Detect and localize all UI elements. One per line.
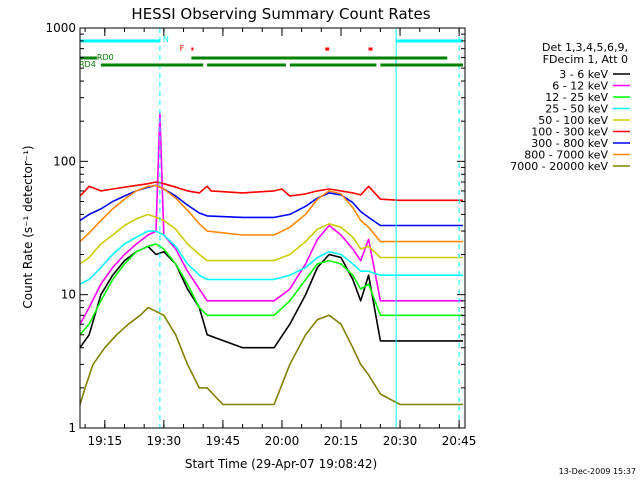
annotation-label-f: F bbox=[180, 44, 185, 53]
x-tick-label-4: 20:15 bbox=[324, 434, 359, 448]
legend-label-7: 800 - 7000 keV bbox=[524, 149, 608, 162]
plot-frame bbox=[79, 27, 466, 429]
x-tick-label-3: 20:00 bbox=[265, 434, 300, 448]
legend-label-1: 6 - 12 keV bbox=[552, 80, 608, 93]
series-line-6 bbox=[79, 184, 463, 227]
series-line-3 bbox=[79, 230, 463, 285]
x-axis-label: Start Time (29-Apr-07 19:08:42) bbox=[185, 457, 377, 471]
chart-title: HESSI Observing Summary Count Rates bbox=[131, 5, 430, 23]
y-tick-label-0: 1 bbox=[68, 421, 76, 435]
y-tick-label-1: 10 bbox=[61, 288, 76, 302]
y-axis-label: Count Rate (s⁻¹ detector⁻¹) bbox=[21, 145, 35, 308]
legend-label-2: 12 - 25 keV bbox=[545, 91, 608, 104]
x-tick-label-0: 19:15 bbox=[88, 434, 123, 448]
annotation-label-n: N bbox=[163, 35, 169, 44]
y-tick-label-3: 1000 bbox=[45, 21, 76, 35]
legend-header-line-0: Det 1,3,4,5,6,9, bbox=[542, 41, 628, 54]
legend-label-0: 3 - 6 keV bbox=[559, 68, 608, 81]
series-line-0 bbox=[79, 245, 463, 349]
annotation-label-rd0: RD0 bbox=[97, 53, 114, 62]
series-line-5 bbox=[79, 181, 463, 202]
legend-label-8: 7000 - 20000 keV bbox=[510, 160, 608, 173]
annotation-label-rd4: RD4 bbox=[79, 60, 96, 69]
series-line-1 bbox=[79, 112, 463, 325]
legend: Det 1,3,4,5,6,9,FDecim 1, Att 0 3 - 6 keV… bbox=[510, 41, 630, 173]
footer-date: 13-Dec-2009 15:37 bbox=[559, 467, 636, 476]
x-tick-label-6: 20:45 bbox=[442, 434, 477, 448]
legend-label-3: 25 - 50 keV bbox=[545, 103, 608, 116]
series-line-7 bbox=[79, 184, 463, 243]
legend-label-5: 100 - 300 keV bbox=[531, 126, 608, 139]
x-tick-label-2: 19:45 bbox=[206, 434, 241, 448]
axes: 1 10 100 1000 19:15 19:30 19:45 20:00 20:15 20:30… bbox=[45, 21, 476, 448]
plot-area bbox=[79, 112, 463, 406]
legend-header-line-1: FDecim 1, Att 0 bbox=[543, 53, 628, 66]
legend-label-6: 300 - 800 keV bbox=[531, 137, 608, 150]
series-line-2 bbox=[79, 243, 463, 336]
x-tick-label-5: 20:30 bbox=[383, 434, 418, 448]
series-line-4 bbox=[79, 213, 463, 265]
x-tick-label-1: 19:30 bbox=[147, 434, 182, 448]
series-line-8 bbox=[79, 306, 463, 406]
legend-label-4: 50 - 100 keV bbox=[538, 114, 608, 127]
y-tick-label-2: 100 bbox=[53, 154, 76, 168]
